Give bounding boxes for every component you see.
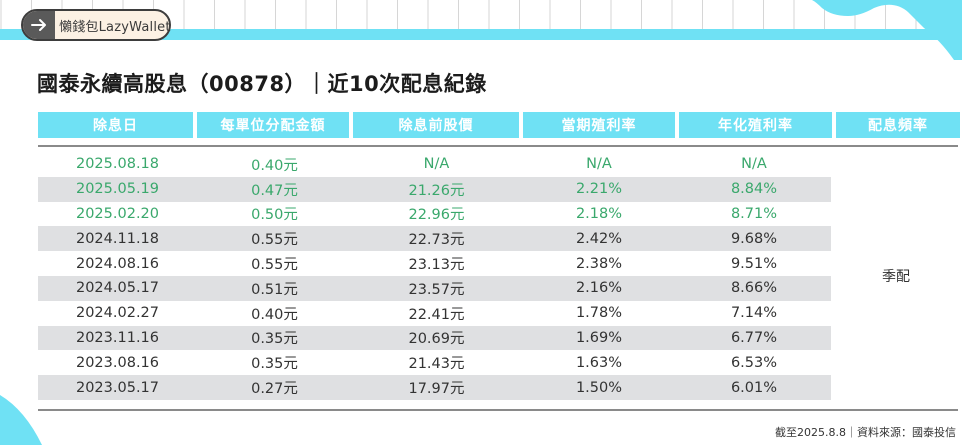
cell-date: 2025.08.18: [75, 156, 160, 173]
cell-amount: 0.35元: [251, 331, 298, 348]
cell-price: 23.13元: [408, 257, 465, 274]
cell-amount: 0.40元: [251, 306, 298, 323]
cell-period-yield: 1.50%: [575, 379, 623, 396]
header-pre-ex-price: 除息前股價: [353, 112, 519, 138]
cell-price: 22.73元: [408, 232, 465, 249]
cell-period-yield: 2.16%: [575, 280, 623, 297]
cell-price: 23.57元: [408, 281, 465, 298]
cell-annual-yield: 9.51%: [730, 255, 778, 272]
cell-annual-yield: 8.84%: [730, 181, 778, 198]
cell-date: 2023.08.16: [75, 354, 160, 371]
cell-amount: 0.47元: [251, 182, 298, 199]
table-row: 2025.02.20 0.50元 22.96元 2.18% 8.71%: [38, 202, 831, 227]
brand-name: 懶錢包LazyWallet: [59, 19, 171, 35]
table-body: 2025.08.18 0.40元 N/A N/A N/A 2025.05.19 …: [38, 152, 831, 400]
cell-date: 2023.11.16: [75, 329, 160, 346]
table-row: 2025.05.19 0.47元 21.26元 2.21% 8.84%: [38, 176, 831, 202]
cell-period-yield: 2.18%: [575, 205, 623, 222]
header-dividend-amount: 每單位分配金額: [197, 112, 349, 138]
cell-period-yield: 2.38%: [575, 255, 623, 272]
table-row: 2024.02.27 0.40元 22.41元 1.78% 7.14%: [38, 301, 831, 326]
cell-annual-yield: 6.01%: [730, 379, 778, 396]
table-row: 2023.08.16 0.35元 21.43元 1.63% 6.53%: [38, 350, 831, 375]
cell-date: 2024.05.17: [75, 280, 160, 297]
page-title: 國泰永續高股息（00878）｜近10次配息紀錄: [37, 72, 487, 96]
cell-annual-yield: N/A: [741, 156, 767, 173]
cell-price: N/A: [423, 156, 450, 173]
header-divider: [38, 145, 958, 147]
cell-annual-yield: 6.53%: [730, 354, 778, 371]
header-frequency: 配息頻率: [836, 112, 960, 138]
cell-date: 2024.08.16: [75, 255, 160, 272]
header-accent-bar: [0, 29, 962, 40]
cell-price: 21.43元: [408, 356, 465, 373]
table-bottom-divider: [38, 409, 958, 411]
arrow-right-icon: [23, 11, 55, 39]
cell-period-yield: 1.63%: [575, 354, 623, 371]
table-row: 2024.05.17 0.51元 23.57元 2.16% 8.66%: [38, 275, 831, 301]
header-period-yield: 當期殖利率: [523, 112, 675, 138]
cell-price: 22.96元: [408, 207, 465, 224]
header-annual-yield: 年化殖利率: [679, 112, 832, 138]
cell-price: 22.41元: [408, 306, 465, 323]
cell-price: 17.97元: [408, 381, 465, 398]
cell-date: 2025.05.19: [75, 181, 160, 198]
table-row: 2024.08.16 0.55元 23.13元 2.38% 9.51%: [38, 251, 831, 276]
table-row: 2023.11.16 0.35元 20.69元 1.69% 6.77%: [38, 325, 831, 351]
cell-date: 2023.05.17: [75, 379, 160, 396]
decorative-wave-top-right: [812, 0, 962, 60]
cell-amount: 0.55元: [251, 232, 298, 249]
cell-amount: 0.51元: [251, 281, 298, 298]
cell-price: 20.69元: [408, 331, 465, 348]
decorative-wave-bottom-left: [0, 395, 42, 445]
cell-frequency: 季配: [882, 269, 910, 285]
brand-badge[interactable]: 懶錢包LazyWallet: [21, 9, 171, 41]
cell-annual-yield: 9.68%: [730, 230, 778, 247]
table-row: 2024.11.18 0.55元 22.73元 2.42% 9.68%: [38, 226, 831, 252]
cell-period-yield: N/A: [586, 156, 612, 173]
table-header: 除息日 每單位分配金額 除息前股價 當期殖利率 年化殖利率 配息頻率: [38, 112, 960, 138]
cell-price: 21.26元: [408, 182, 465, 199]
table-row: 2023.05.17 0.27元 17.97元 1.50% 6.01%: [38, 375, 831, 400]
cell-amount: 0.50元: [251, 207, 298, 224]
cell-amount: 0.40元: [251, 157, 298, 174]
source-note: 截至2025.8.8｜資料來源：國泰投信: [775, 426, 956, 439]
cell-period-yield: 2.42%: [575, 230, 623, 247]
cell-annual-yield: 8.66%: [730, 280, 778, 297]
cell-annual-yield: 6.77%: [730, 329, 778, 346]
cell-amount: 0.27元: [251, 381, 298, 398]
cell-period-yield: 1.69%: [575, 329, 623, 346]
table-row: 2025.08.18 0.40元 N/A N/A N/A: [38, 152, 831, 177]
cell-date: 2024.02.27: [75, 305, 160, 322]
cell-period-yield: 2.21%: [575, 181, 623, 198]
cell-period-yield: 1.78%: [575, 305, 623, 322]
cell-date: 2025.02.20: [75, 205, 160, 222]
cell-amount: 0.35元: [251, 356, 298, 373]
cell-date: 2024.11.18: [75, 230, 160, 247]
cell-amount: 0.55元: [251, 257, 298, 274]
cell-annual-yield: 8.71%: [730, 205, 778, 222]
cell-annual-yield: 7.14%: [730, 305, 778, 322]
header-ex-dividend-date: 除息日: [38, 112, 193, 138]
